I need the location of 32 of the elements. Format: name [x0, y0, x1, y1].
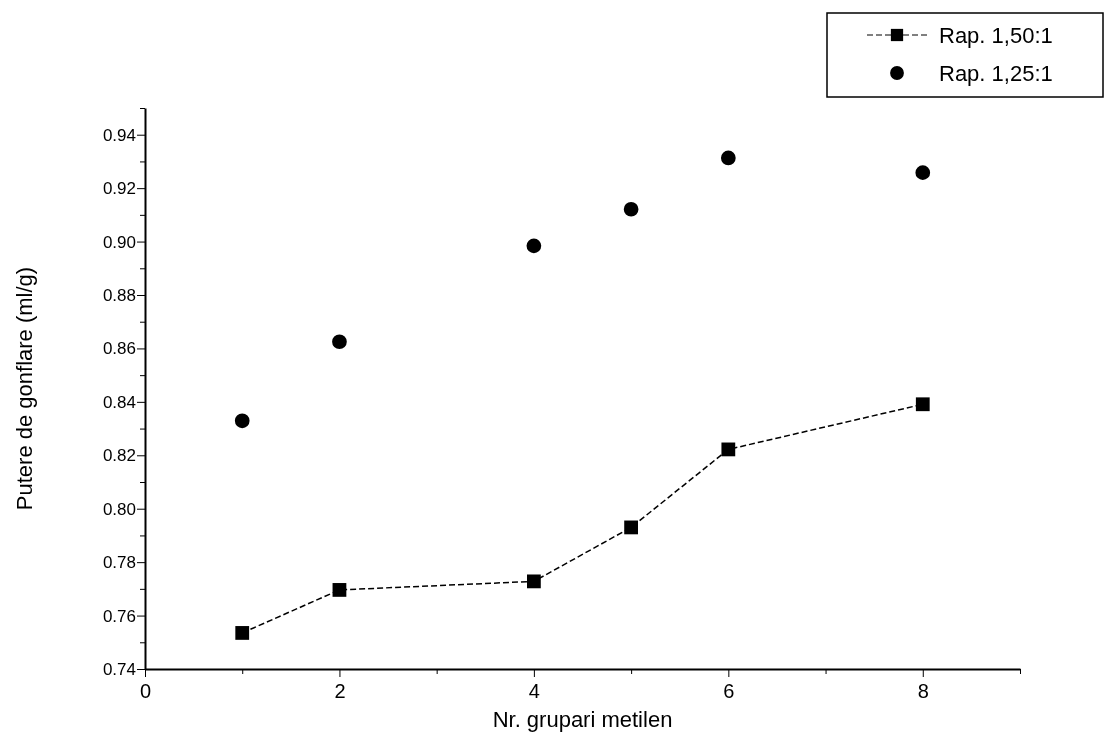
point: [332, 583, 347, 597]
point: [526, 238, 542, 254]
y-tick-label: 0.86: [102, 339, 136, 359]
point: [332, 334, 347, 350]
y-tick-label: 0.92: [102, 179, 136, 199]
point: [624, 520, 638, 535]
point: [235, 626, 250, 640]
point: [623, 201, 639, 217]
x-tick-label: 8: [917, 680, 929, 702]
point: [915, 397, 930, 412]
y-tick-label: 0.84: [102, 392, 136, 412]
y-tick-label: 0.94: [102, 125, 136, 145]
y-tick-label: 0.88: [102, 285, 136, 305]
legend-label: Rap. 1,25:1: [939, 60, 1053, 86]
y-axis-title: Putere de gonflare (ml/g): [12, 266, 37, 511]
y-tick-label: 0.82: [102, 446, 136, 466]
point: [234, 413, 250, 429]
point: [720, 150, 736, 166]
x-axis-title: Nr. grupari metilen: [492, 707, 673, 732]
point: [527, 574, 541, 589]
x-tick-label: 4: [528, 680, 540, 702]
y-tick-label: 0.76: [102, 606, 136, 626]
y-tick-label: 0.90: [102, 232, 136, 252]
y-tick-label: 0.74: [102, 659, 136, 679]
x-tick-label: 0: [139, 680, 152, 702]
legend-label: Rap. 1,50:1: [939, 22, 1053, 48]
point: [721, 442, 736, 457]
y-tick-label: 0.80: [102, 499, 136, 519]
x-tick-label: 2: [334, 680, 346, 702]
x-tick-label: 6: [723, 680, 735, 702]
point: [915, 165, 931, 180]
y-tick-label: 0.78: [102, 553, 136, 573]
